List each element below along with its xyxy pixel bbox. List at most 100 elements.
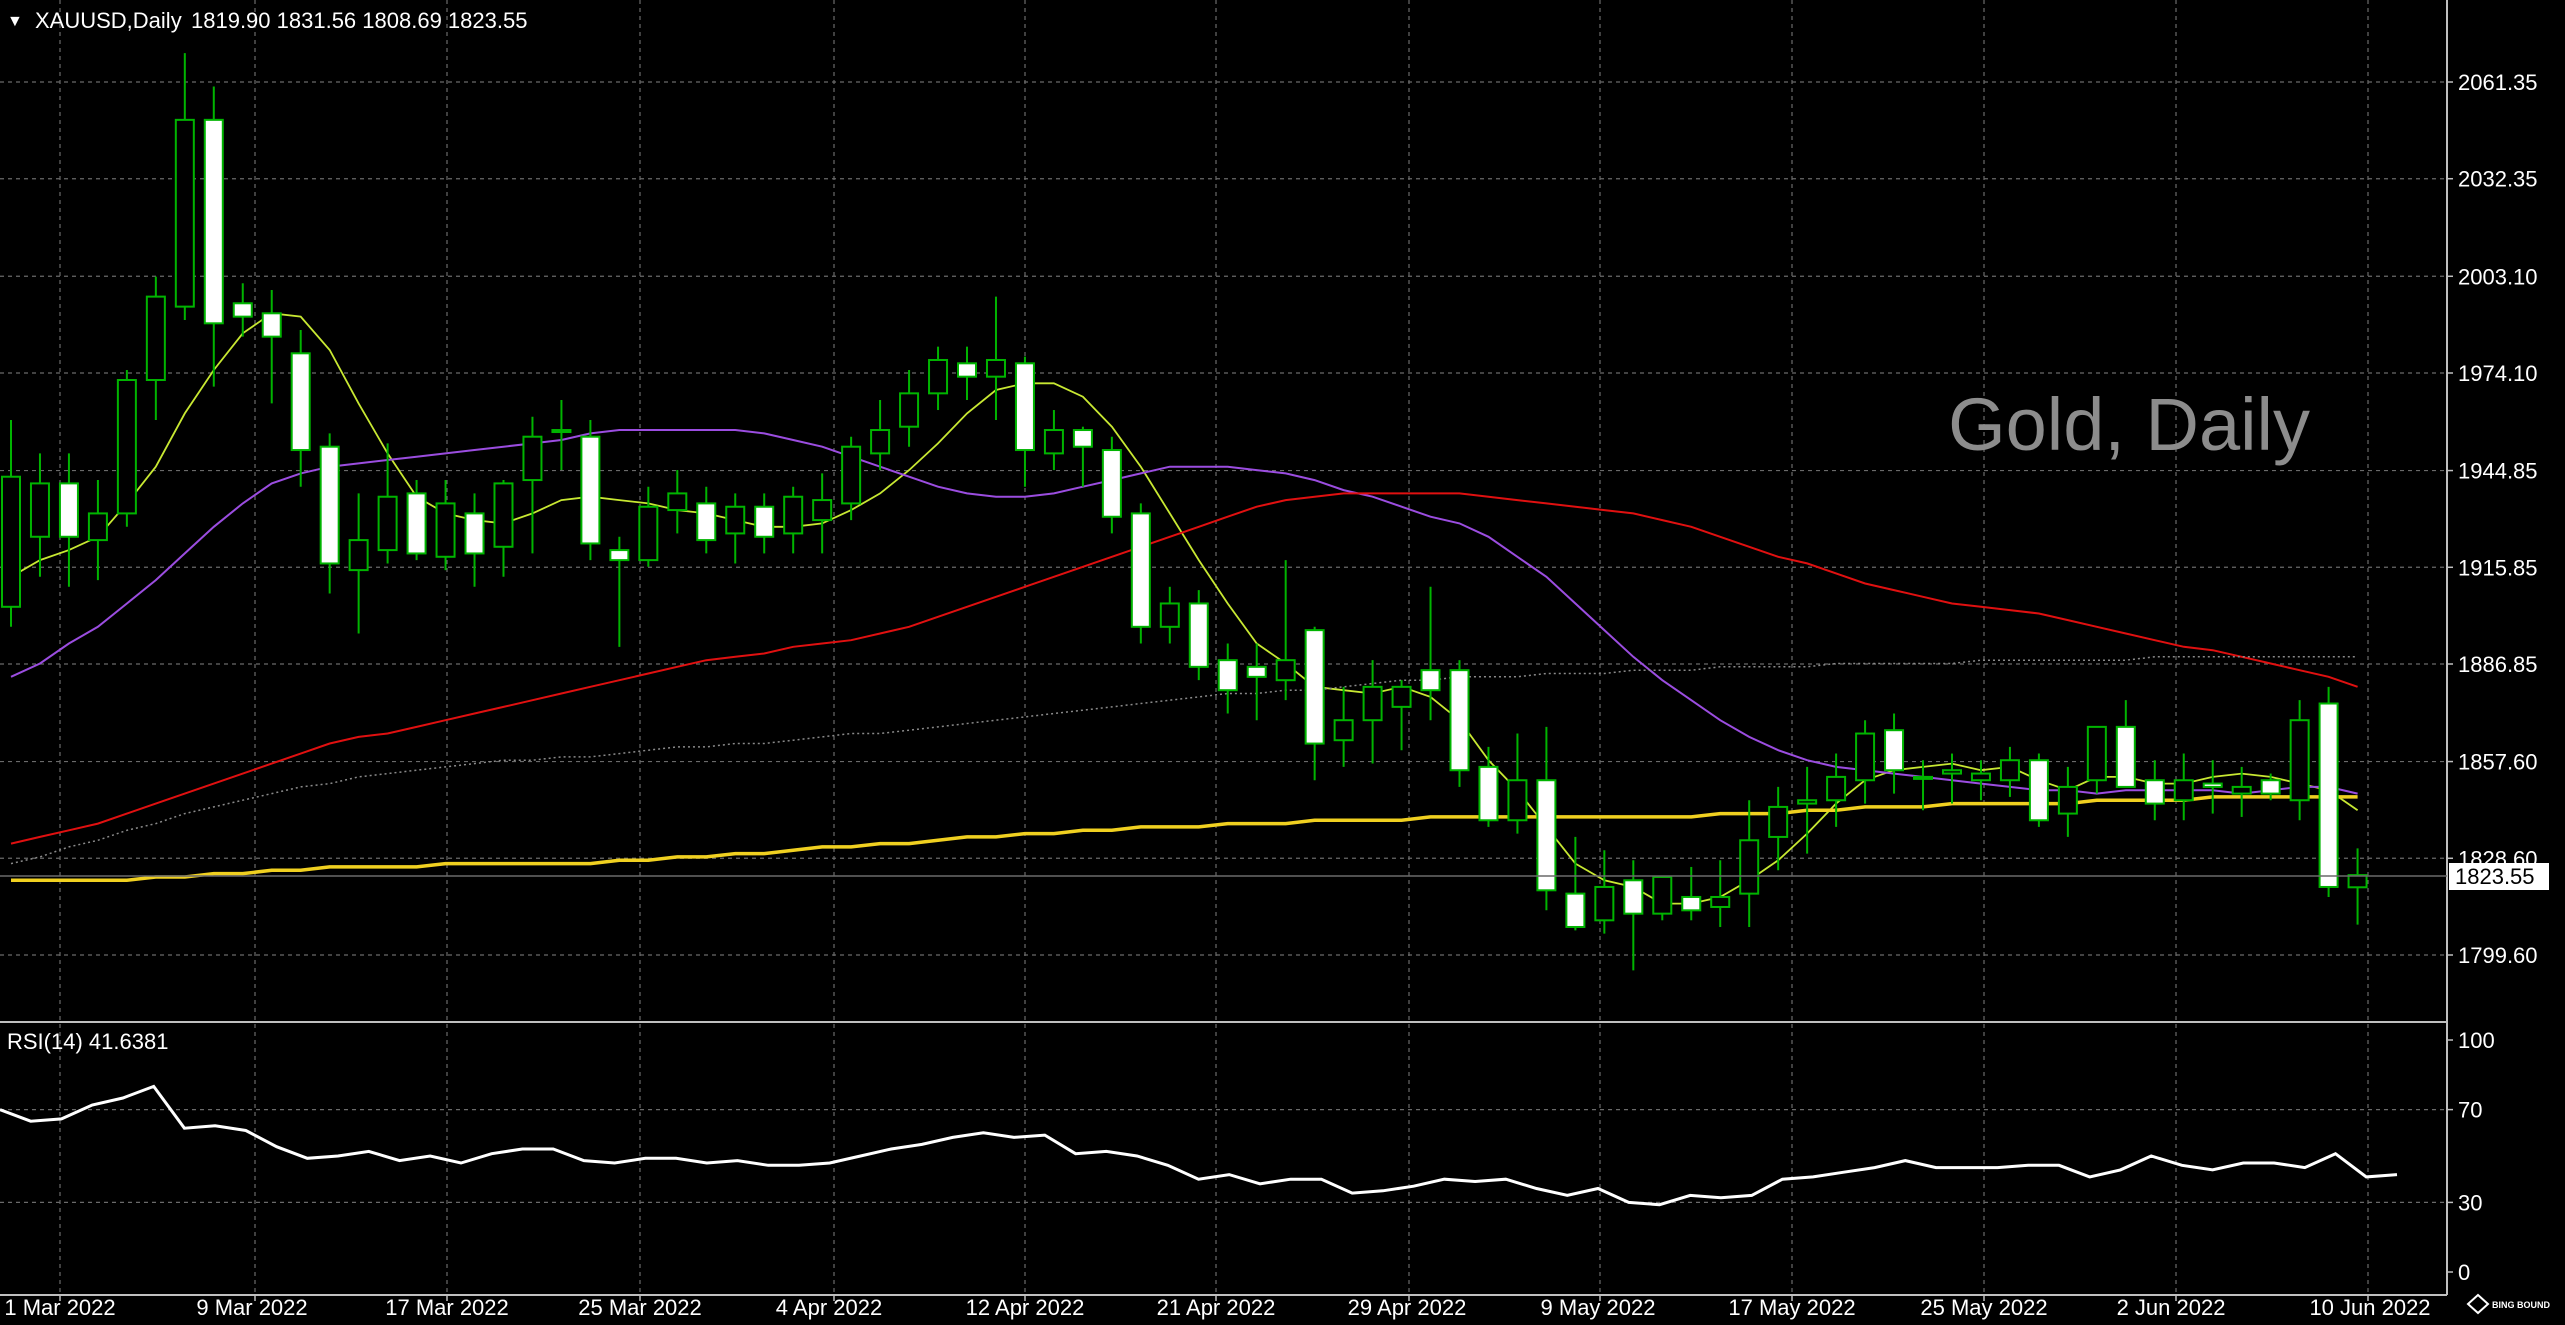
current-price-tag: 1823.55 xyxy=(2455,864,2535,889)
candle xyxy=(145,276,166,421)
candle xyxy=(174,53,195,320)
candle-body-bull xyxy=(1941,769,1962,775)
candle-body-bull xyxy=(841,445,862,505)
candle-body-bear xyxy=(1623,879,1644,915)
date-tick-label: 9 May 2022 xyxy=(1541,1295,1656,1320)
watermark-title: Gold, Daily xyxy=(1948,383,2310,466)
price-tick-label: 1828.60 xyxy=(2458,846,2538,871)
price-tick-label: 2003.10 xyxy=(2458,264,2538,289)
candle-body-bear xyxy=(1478,765,1499,822)
candle xyxy=(1797,766,1818,854)
date-axis: 1 Mar 2022 9 Mar 2022 17 Mar 2022 25 Mar 20… xyxy=(4,1295,2431,1320)
candle-body-bear xyxy=(1420,669,1441,692)
candle-body-bull xyxy=(783,495,804,535)
candle xyxy=(116,369,137,527)
candle-body-bull xyxy=(2086,725,2107,782)
candle xyxy=(1478,746,1499,827)
ma-mid-line xyxy=(10,429,2358,795)
candle xyxy=(1014,356,1035,487)
candle-body-bull xyxy=(174,118,195,308)
candle xyxy=(406,480,427,561)
date-tick-label: 25 May 2022 xyxy=(1920,1295,2047,1320)
candle-body-bull xyxy=(1333,719,1354,742)
candle xyxy=(87,480,108,581)
candle-body-bear xyxy=(1681,895,1702,912)
candle xyxy=(2057,766,2078,837)
candle-body-bear xyxy=(1101,449,1122,518)
logo-icon xyxy=(2466,1293,2490,1315)
candle xyxy=(1594,850,1615,934)
candle xyxy=(2115,700,2136,788)
candle-body-bull xyxy=(1391,685,1412,708)
candle xyxy=(1739,800,1760,927)
candle-body-bear xyxy=(1246,665,1267,678)
candle-body-bull xyxy=(1855,732,1876,782)
candle xyxy=(348,493,369,634)
candle xyxy=(1855,720,1876,804)
candle xyxy=(464,493,485,587)
moving-averages xyxy=(10,312,2359,905)
rsi-tick-label: 100 xyxy=(2458,1028,2495,1053)
candle-body-bear xyxy=(696,502,717,542)
candle xyxy=(1884,713,1905,794)
candle xyxy=(580,420,601,561)
candle xyxy=(2202,760,2223,814)
candle xyxy=(1217,643,1238,714)
candle xyxy=(1507,733,1528,834)
candle xyxy=(870,400,891,471)
candle-body-bear xyxy=(203,118,224,325)
candle-body-bull xyxy=(899,392,920,428)
candle xyxy=(1565,836,1586,931)
candle xyxy=(1072,426,1093,487)
candle xyxy=(435,480,456,571)
candle-body-bear xyxy=(1014,362,1035,452)
candle-body-bear xyxy=(290,352,311,452)
candle xyxy=(1362,660,1383,764)
candle xyxy=(2086,725,2107,794)
candle-body-bear xyxy=(580,435,601,545)
candle-body-bull xyxy=(1275,659,1296,682)
candle-body-bear xyxy=(1884,729,1905,772)
date-tick-label: 4 Apr 2022 xyxy=(776,1295,882,1320)
candle xyxy=(1,420,21,627)
candle-body-bear xyxy=(232,302,253,318)
candle-body-bear xyxy=(464,512,485,555)
candle xyxy=(841,436,862,521)
candle xyxy=(1101,436,1122,534)
candle xyxy=(290,329,311,487)
candle xyxy=(1941,753,1962,804)
candle xyxy=(203,86,224,387)
dropdown-arrow-icon[interactable]: ▼ xyxy=(7,13,23,30)
candlesticks xyxy=(1,53,2368,971)
symbol-label: XAUUSD,Daily xyxy=(35,8,182,33)
date-tick-label: 25 Mar 2022 xyxy=(578,1295,702,1320)
date-tick-label: 9 Mar 2022 xyxy=(196,1295,307,1320)
candle-body-bear xyxy=(1565,892,1586,928)
candle-body-bull xyxy=(551,429,572,434)
candle xyxy=(2347,848,2368,925)
candle xyxy=(551,400,572,471)
candle xyxy=(1043,410,1064,471)
rsi-tick-label: 70 xyxy=(2458,1098,2482,1123)
candle xyxy=(1391,680,1412,751)
candle xyxy=(377,443,398,564)
candle xyxy=(899,369,920,447)
candle xyxy=(957,346,978,401)
rsi-tick-label: 30 xyxy=(2458,1190,2482,1215)
candle xyxy=(319,433,340,594)
candle xyxy=(1275,560,1296,701)
candle xyxy=(985,296,1006,421)
candle-body-bull xyxy=(522,435,543,482)
candle-body-bear xyxy=(609,549,630,562)
candle-body-bull xyxy=(2231,785,2252,795)
candle-body-bull xyxy=(638,505,659,562)
candle-body-bull xyxy=(1999,759,2020,782)
candle-body-bull xyxy=(1710,895,1731,908)
date-tick-label: 17 May 2022 xyxy=(1728,1295,1855,1320)
rsi-tick-label: 0 xyxy=(2458,1260,2470,1285)
candle xyxy=(1970,760,1991,801)
date-tick-label: 10 Jun 2022 xyxy=(2309,1295,2430,1320)
logo-text: BING BOUND xyxy=(2492,1300,2550,1310)
candle-body-bear xyxy=(58,482,79,538)
candle-body-bear xyxy=(1188,602,1209,668)
